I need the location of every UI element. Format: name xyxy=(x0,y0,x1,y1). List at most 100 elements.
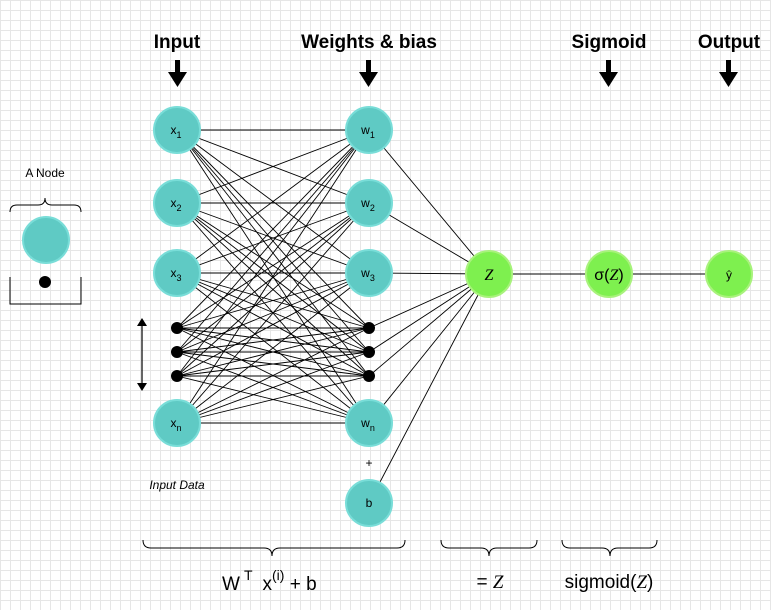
down-arrow-icon xyxy=(719,60,738,87)
equals-prefix: = xyxy=(477,572,493,593)
equals-z-text: = Z xyxy=(477,572,504,593)
node-subscript: 1 xyxy=(176,130,181,140)
weight-node-wn: wn xyxy=(345,399,393,447)
svg-text:x3: x3 xyxy=(170,266,181,283)
weight-ellipsis-dot xyxy=(363,346,375,358)
weight-node-w2: w2 xyxy=(345,179,393,227)
connection-line xyxy=(176,202,370,274)
legend-node-circle xyxy=(22,216,70,264)
svg-text:wn: wn xyxy=(360,416,375,433)
connection-line xyxy=(176,129,370,377)
header-input: Input xyxy=(154,32,201,53)
equals-var: Z xyxy=(493,572,504,593)
svg-text:x2: x2 xyxy=(170,196,181,213)
formula-tail: + b xyxy=(284,574,316,595)
weight-node-w1: w1 xyxy=(345,106,393,154)
plus-sign: + xyxy=(365,456,372,470)
connection-line xyxy=(176,272,370,329)
output-label: ŷ xyxy=(726,268,732,282)
node-label: x xyxy=(170,266,176,280)
input-data-label: Input Data xyxy=(149,478,205,492)
connection-lines xyxy=(176,129,729,504)
bias-node: b xyxy=(345,479,393,527)
sigma-var: Z xyxy=(609,267,619,284)
formula-superscript-t: T xyxy=(244,567,253,583)
connection-line xyxy=(176,327,370,424)
formula-superscript-i: (i) xyxy=(272,567,284,583)
header-output: Output xyxy=(698,32,761,53)
connection-line xyxy=(368,129,490,275)
node-subscript: n xyxy=(370,423,375,433)
connection-line xyxy=(176,327,370,353)
node-subscript: 3 xyxy=(176,273,181,283)
connection-line xyxy=(176,129,370,424)
formula-x: x xyxy=(263,574,273,595)
node-label: x xyxy=(170,123,176,137)
weight-node-w3: w3 xyxy=(345,249,393,297)
connection-line xyxy=(176,129,370,274)
connection-line xyxy=(176,375,370,424)
weight-ellipsis-dot xyxy=(363,370,375,382)
formula-w: W xyxy=(222,574,240,595)
node-subscript: 2 xyxy=(176,203,181,213)
input-node-x2: x2 xyxy=(153,179,201,227)
connection-line xyxy=(176,272,370,377)
input-ellipsis-dot xyxy=(171,370,183,382)
node-label: w xyxy=(360,123,370,137)
connection-line xyxy=(176,129,370,329)
connection-line xyxy=(176,327,370,377)
svg-text:w1: w1 xyxy=(360,123,375,140)
bias-label: b xyxy=(366,496,373,510)
connection-line xyxy=(368,273,490,424)
down-arrow-icon xyxy=(168,60,187,87)
connection-line xyxy=(176,351,370,377)
node-subscript: n xyxy=(176,423,181,433)
formula-brace xyxy=(142,539,406,557)
connection-line xyxy=(176,202,370,424)
sigmoid-brace xyxy=(561,539,658,557)
sigmoid-suffix: ) xyxy=(647,572,653,593)
weight-ellipsis-dot xyxy=(363,322,375,334)
connection-line xyxy=(176,202,370,377)
node-subscript: 2 xyxy=(370,203,375,213)
node-label: x xyxy=(170,196,176,210)
sigma-suffix: ) xyxy=(618,267,623,284)
z-brace xyxy=(440,539,538,557)
input-node-xn: xn xyxy=(153,399,201,447)
sigmoid-var: Z xyxy=(636,572,647,593)
connection-line xyxy=(176,129,370,353)
output-node: ŷ xyxy=(705,250,753,298)
legend-node-dot xyxy=(39,276,51,288)
sigmoid-node: σ(Z) xyxy=(585,250,633,298)
node-label: x xyxy=(170,416,176,430)
legend-bracket xyxy=(9,277,82,305)
svg-text:xn: xn xyxy=(170,416,181,433)
down-arrow-icon xyxy=(359,60,378,87)
connection-line xyxy=(368,273,490,377)
node-label: w xyxy=(360,266,370,280)
svg-text:x1: x1 xyxy=(170,123,181,140)
input-ellipsis-dot xyxy=(171,346,183,358)
legend-brace xyxy=(9,197,82,213)
down-arrow-icon xyxy=(599,60,618,87)
sigmoid-z-text: sigmoid(Z) xyxy=(565,572,654,593)
connection-line xyxy=(176,129,370,204)
connection-line xyxy=(176,351,370,424)
header-weights-bias: Weights & bias xyxy=(301,32,437,53)
svg-text:σ(Z): σ(Z) xyxy=(594,267,623,284)
sigma-prefix: σ( xyxy=(594,267,610,284)
sigmoid-prefix: sigmoid( xyxy=(565,572,637,593)
svg-text:w3: w3 xyxy=(360,266,375,283)
z-label: Z xyxy=(485,267,495,284)
node-subscript: 1 xyxy=(370,130,375,140)
node-label: w xyxy=(360,416,370,430)
header-sigmoid: Sigmoid xyxy=(572,32,647,53)
node-subscript: 3 xyxy=(370,273,375,283)
z-node: Z xyxy=(465,250,513,298)
legend-title: A Node xyxy=(25,166,65,180)
node-label: w xyxy=(360,196,370,210)
vertical-double-arrow-icon xyxy=(137,318,147,391)
connection-line xyxy=(176,202,370,353)
